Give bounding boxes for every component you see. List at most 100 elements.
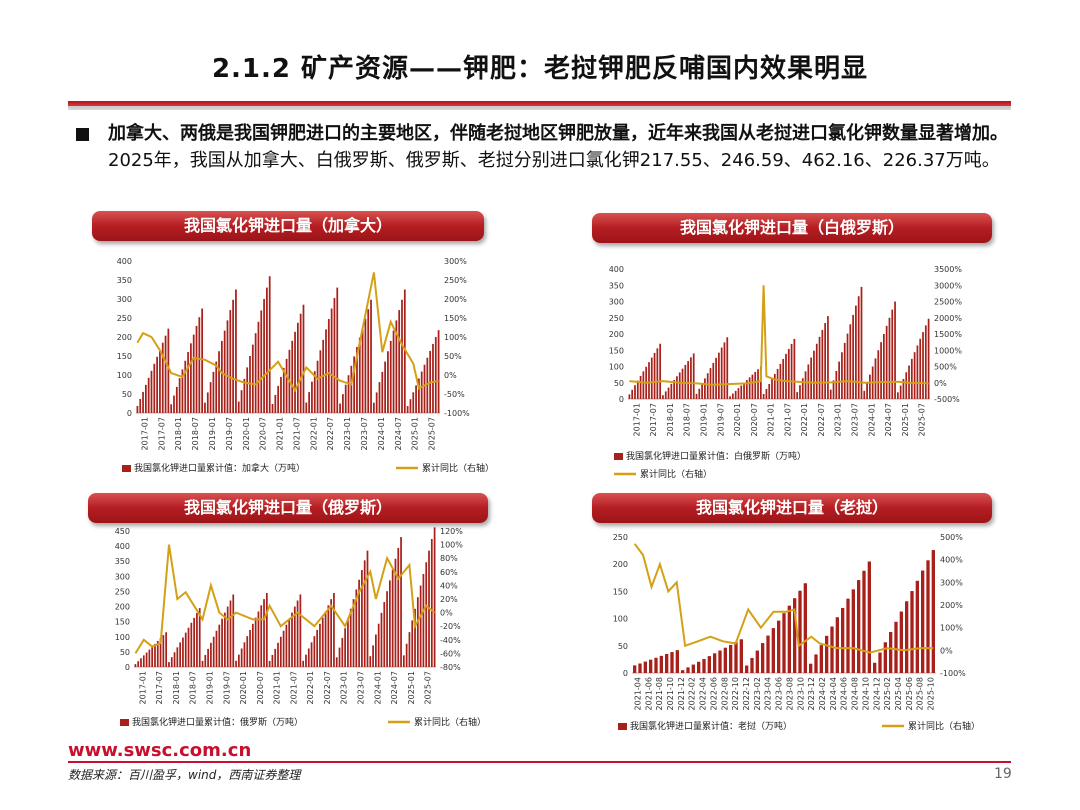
bar xyxy=(347,375,350,413)
y-right-tick-label: 0% xyxy=(934,379,947,388)
y-right-tick-label: -50% xyxy=(444,390,465,399)
bar xyxy=(277,642,279,667)
y-left-tick-label: 0 xyxy=(623,669,628,678)
bar xyxy=(785,353,787,399)
bar xyxy=(325,329,327,413)
bar xyxy=(665,653,669,673)
bar xyxy=(787,348,790,399)
bar xyxy=(824,323,827,399)
data-source: 数据来源：百川盈孚，wind，西南证券整理 xyxy=(68,768,301,782)
bar xyxy=(759,366,762,399)
footer-url[interactable]: www.swsc.com.cn xyxy=(68,740,252,761)
y-right-tick-label: 300% xyxy=(444,257,467,266)
bar xyxy=(282,630,285,667)
bar xyxy=(344,628,346,667)
x-tick-label: 2023-08 xyxy=(785,677,794,710)
x-tick-label: 2020-01 xyxy=(239,671,248,704)
x-tick-label: 2021-07 xyxy=(292,417,301,450)
bullet-paragraph: 加拿大、两俄是我国钾肥进口的主要地区，伴随老挝地区钾肥放量，近年来我国从老挝进口… xyxy=(108,120,1013,174)
bar xyxy=(173,395,175,413)
bar xyxy=(305,402,308,413)
legend-bar-label: 我国氯化钾进口量累计值：老挝（万吨） xyxy=(630,720,792,732)
bar xyxy=(139,398,142,413)
x-tick-label: 2023-06 xyxy=(775,677,784,710)
bullet-square-icon xyxy=(76,128,89,141)
x-tick-label: 2022-07 xyxy=(326,417,335,450)
bar xyxy=(755,650,759,673)
bar xyxy=(151,646,154,667)
legend-line-label: 累计同比（右轴） xyxy=(414,716,486,728)
bar xyxy=(330,599,333,667)
bar xyxy=(206,392,209,413)
bar xyxy=(198,317,201,413)
bar xyxy=(869,374,871,399)
bar xyxy=(782,613,786,673)
bar xyxy=(803,583,807,673)
bar xyxy=(311,381,313,413)
y-right-tick-label: -20% xyxy=(440,622,461,631)
bar xyxy=(899,611,903,673)
y-right-tick-label: 500% xyxy=(940,533,963,542)
x-tick-label: 2022-01 xyxy=(800,403,809,436)
bar xyxy=(291,612,293,667)
x-tick-label: 2021-01 xyxy=(276,417,285,450)
x-tick-label: 2020-07 xyxy=(750,403,759,436)
bar xyxy=(628,394,631,399)
bar xyxy=(361,570,363,667)
bar xyxy=(810,357,813,399)
bar xyxy=(136,405,139,413)
bar xyxy=(766,635,770,673)
bar xyxy=(419,585,422,667)
bar xyxy=(356,346,358,413)
y-left-tick-label: 0 xyxy=(127,409,132,418)
x-tick-label: 2021-01 xyxy=(273,671,282,704)
x-tick-label: 2022-08 xyxy=(720,677,729,710)
bar xyxy=(265,592,268,667)
bar xyxy=(142,391,144,413)
y-left-tick-label: 300 xyxy=(609,298,624,307)
bar xyxy=(212,636,215,667)
bar xyxy=(380,612,383,667)
bar xyxy=(176,647,179,667)
bar xyxy=(150,370,153,413)
bar xyxy=(313,636,316,667)
bar xyxy=(701,383,703,399)
bar xyxy=(156,356,158,413)
bar xyxy=(877,350,880,399)
bar xyxy=(656,348,659,399)
y-left-tick-label: 50 xyxy=(120,648,130,657)
x-tick-label: 2019-07 xyxy=(225,417,234,450)
x-tick-label: 2019-01 xyxy=(208,417,217,450)
bar xyxy=(319,350,322,413)
bar xyxy=(395,320,398,413)
y-left-tick-label: 50 xyxy=(122,390,132,399)
bar xyxy=(235,660,237,667)
bar xyxy=(313,371,316,413)
chart-panel-russia: 我国氯化钾进口量（俄罗斯） 0 50 100 150 200 250 300 350 400 45… xyxy=(88,493,490,748)
y-left-tick-label: 350 xyxy=(609,281,624,290)
chart-title-ribbon: 我国氯化钾进口量（俄罗斯） xyxy=(88,493,488,523)
x-tick-label: 2020-07 xyxy=(259,417,268,450)
bar xyxy=(704,378,706,399)
x-tick-label: 2021-08 xyxy=(655,677,664,710)
yoy-line xyxy=(136,272,439,393)
bar xyxy=(327,605,330,667)
bar xyxy=(277,385,280,413)
bar xyxy=(707,656,711,673)
bar xyxy=(835,370,838,399)
bar xyxy=(235,289,237,413)
bar xyxy=(659,343,662,399)
bar xyxy=(924,325,927,399)
bar xyxy=(316,629,319,667)
bar xyxy=(387,351,389,413)
bar xyxy=(642,371,645,399)
bar xyxy=(377,623,380,667)
y-left-tick-label: 200 xyxy=(609,330,624,339)
bar xyxy=(648,362,650,399)
bar xyxy=(737,388,740,399)
chart-title-ribbon: 我国氯化钾进口量（加拿大） xyxy=(92,211,484,241)
y-right-tick-label: 20% xyxy=(440,595,458,604)
y-right-tick-label: 80% xyxy=(440,554,458,563)
bar xyxy=(251,623,254,667)
x-tick-label: 2022-07 xyxy=(323,671,332,704)
